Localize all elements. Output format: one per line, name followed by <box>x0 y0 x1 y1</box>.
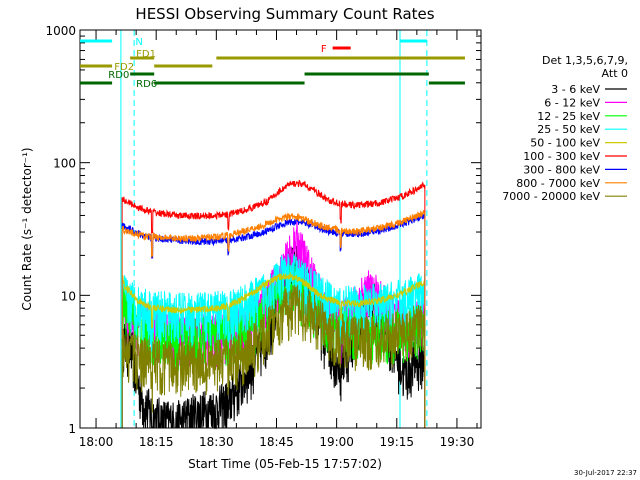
x-tick-label: 18:00 <box>79 435 114 449</box>
legend-label: 50 - 100 keV <box>530 137 600 150</box>
status-bar-label: FD1 <box>136 49 156 60</box>
legend-label: 12 - 25 keV <box>537 110 600 123</box>
legend-subtitle: Att 0 <box>602 67 628 80</box>
legend-label: 300 - 800 keV <box>523 163 600 176</box>
status-bar-label: F <box>321 44 327 55</box>
x-axis-label: Start Time (05-Feb-15 17:57:02) <box>188 457 382 471</box>
y-tick-label: 100 <box>53 157 76 171</box>
status-bar-label: RD6 <box>136 79 157 90</box>
status-bar-label: FD2 <box>114 62 134 73</box>
legend-label: 3 - 6 keV <box>551 83 600 96</box>
legend-title: Det 1,3,5,6,7,9, <box>542 54 628 67</box>
y-tick-label: 10 <box>61 289 76 303</box>
legend-label: 25 - 50 keV <box>537 123 600 136</box>
legend-label: 100 - 300 keV <box>523 150 600 163</box>
x-tick-label: 18:45 <box>259 435 294 449</box>
ticks-layer: 18:00 18:15 18:30 18:45 19:00 19:15 19:30 1 10 10… <box>45 24 481 449</box>
series-line <box>121 211 426 260</box>
y-tick-label: 1000 <box>45 24 76 38</box>
x-tick-label: 19:00 <box>319 435 354 449</box>
y-axis-label: Count Rate (s⁻¹ detector⁻¹) <box>20 147 34 310</box>
series-line <box>121 284 426 413</box>
x-tick-label: 18:15 <box>139 435 174 449</box>
status-bar-label: N <box>135 37 142 48</box>
legend-label: 7000 - 20000 keV <box>502 190 600 203</box>
y-tick-label: 1 <box>68 422 76 436</box>
series-line <box>121 271 425 329</box>
status-bar-label: RD0 <box>108 70 129 81</box>
x-tick-label: 18:30 <box>199 435 234 449</box>
series-line <box>121 253 426 356</box>
series-line <box>121 210 425 259</box>
chart-title: HESSI Observing Summary Count Rates <box>135 5 434 23</box>
timestamp: 30-Jul-2017 22:37 <box>574 469 637 477</box>
legend-label: 6 - 12 keV <box>544 96 600 109</box>
x-tick-label: 19:15 <box>379 435 414 449</box>
plot-frame <box>79 29 482 429</box>
data-layer <box>120 30 428 430</box>
x-tick-label: 19:30 <box>440 435 475 449</box>
series-line <box>121 179 426 234</box>
legend-label: 800 - 7000 keV <box>516 177 600 190</box>
